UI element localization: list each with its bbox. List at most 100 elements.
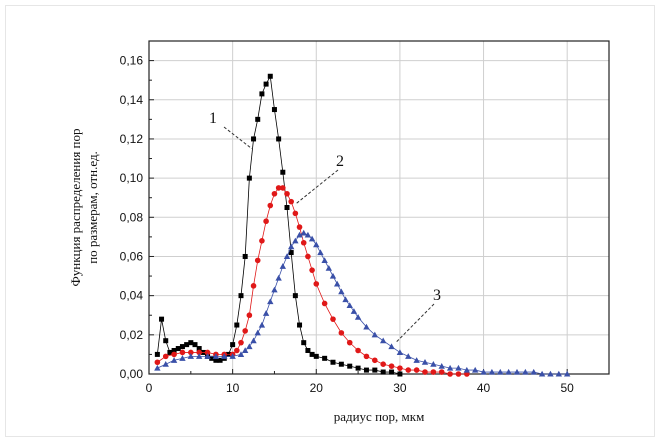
- data-point-series-1: [163, 338, 168, 343]
- annotation-leader-1: [224, 127, 252, 149]
- data-point-series-2: [293, 211, 299, 217]
- annotation-leader-3: [396, 304, 434, 343]
- data-point-series-3: [246, 343, 252, 349]
- series-line-3: [157, 233, 567, 374]
- data-point-series-2: [347, 340, 353, 346]
- data-point-series-1: [251, 136, 256, 141]
- x-tick-label: 20: [310, 381, 324, 395]
- data-point-series-1: [322, 356, 327, 361]
- data-point-series-2: [397, 365, 403, 371]
- data-point-series-2: [247, 312, 253, 318]
- data-point-series-2: [372, 357, 378, 363]
- y-tick-label: 0,00: [120, 367, 144, 381]
- data-point-series-2: [301, 240, 307, 246]
- data-point-series-2: [456, 371, 462, 377]
- data-point-series-2: [339, 330, 345, 336]
- data-point-series-2: [280, 185, 286, 191]
- data-point-series-3: [338, 289, 344, 295]
- data-point-series-1: [159, 317, 164, 322]
- series-line-2: [157, 188, 466, 374]
- data-point-series-1: [339, 362, 344, 367]
- data-point-series-2: [439, 369, 445, 375]
- data-point-series-1: [314, 354, 319, 359]
- x-tick-label: 0: [146, 381, 153, 395]
- data-point-series-1: [243, 254, 248, 259]
- data-point-series-2: [309, 267, 315, 273]
- data-point-series-3: [380, 338, 386, 344]
- data-point-series-2: [380, 361, 386, 367]
- data-point-series-2: [405, 367, 411, 373]
- data-point-series-2: [422, 369, 428, 375]
- data-point-series-2: [431, 369, 437, 375]
- y-tick-label: 0,16: [120, 54, 144, 68]
- y-tick-label: 0,12: [120, 132, 144, 146]
- data-point-series-1: [301, 340, 306, 345]
- data-point-series-1: [268, 74, 273, 79]
- data-point-series-3: [154, 365, 160, 371]
- data-point-series-2: [251, 283, 257, 289]
- data-point-series-3: [250, 338, 256, 344]
- data-point-series-2: [305, 254, 311, 260]
- data-point-series-2: [234, 348, 240, 354]
- data-point-series-2: [288, 199, 294, 205]
- data-point-series-1: [356, 366, 361, 371]
- data-point-series-3: [351, 308, 357, 314]
- data-point-series-2: [238, 340, 244, 346]
- data-point-series-3: [342, 296, 348, 302]
- data-point-series-2: [267, 203, 273, 209]
- data-point-series-3: [330, 273, 336, 279]
- data-point-series-2: [272, 191, 278, 197]
- data-point-series-2: [414, 367, 420, 373]
- data-point-series-1: [239, 293, 244, 298]
- data-point-series-3: [334, 281, 340, 287]
- x-tick-label: 10: [226, 381, 240, 395]
- data-point-series-3: [413, 357, 419, 363]
- y-tick-label: 0,08: [120, 210, 144, 224]
- x-tick-label: 30: [393, 381, 407, 395]
- annotation-label-1: 1: [209, 110, 217, 127]
- data-point-series-2: [313, 281, 319, 287]
- chart-frame: 0 10 20 30 40 50 0,00 0,02 0,04 0,06 0,08 0,10 0,12 0…: [5, 5, 655, 437]
- data-point-series-1: [247, 176, 252, 181]
- data-point-series-1: [264, 82, 269, 87]
- data-point-series-3: [301, 230, 307, 236]
- annotations: 1 2 3: [209, 110, 441, 343]
- data-point-series-3: [397, 349, 403, 355]
- data-point-series-3: [313, 242, 319, 248]
- data-point-series-3: [347, 302, 353, 308]
- data-point-series-3: [317, 249, 323, 255]
- y-axis-label-line2: по размерам, отн.ед.: [85, 151, 100, 264]
- data-point-series-3: [388, 343, 394, 349]
- data-point-series-2: [180, 350, 186, 356]
- data-point-series-2: [389, 363, 395, 369]
- data-point-series-1: [255, 117, 260, 122]
- data-point-series-1: [280, 170, 285, 175]
- data-point-series-1: [234, 323, 239, 328]
- y-tick-label: 0,10: [120, 171, 144, 185]
- data-point-series-1: [285, 205, 290, 210]
- data-point-series-1: [389, 370, 394, 375]
- annotation-leader-2: [296, 170, 338, 204]
- plot-border: [149, 41, 609, 374]
- data-point-series-3: [263, 310, 269, 316]
- data-point-series-2: [259, 238, 265, 244]
- data-point-series-2: [364, 354, 370, 360]
- y-tick-label: 0,06: [120, 249, 144, 263]
- data-point-series-2: [447, 371, 453, 377]
- grid: [149, 41, 609, 374]
- data-point-series-3: [267, 298, 273, 304]
- data-point-series-1: [347, 364, 352, 369]
- data-point-series-3: [259, 322, 265, 328]
- y-tick-label: 0,04: [120, 289, 144, 303]
- data-point-series-3: [355, 314, 361, 320]
- annotation-label-3: 3: [433, 287, 441, 304]
- data-point-series-2: [171, 352, 177, 358]
- y-tick-label: 0,02: [120, 328, 144, 342]
- annotation-label-2: 2: [336, 153, 344, 170]
- data-point-series-3: [405, 353, 411, 359]
- data-point-series-1: [331, 360, 336, 365]
- data-point-series-2: [255, 258, 261, 264]
- data-point-series-1: [364, 368, 369, 373]
- data-point-series-1: [155, 352, 160, 357]
- data-point-series-2: [297, 224, 303, 230]
